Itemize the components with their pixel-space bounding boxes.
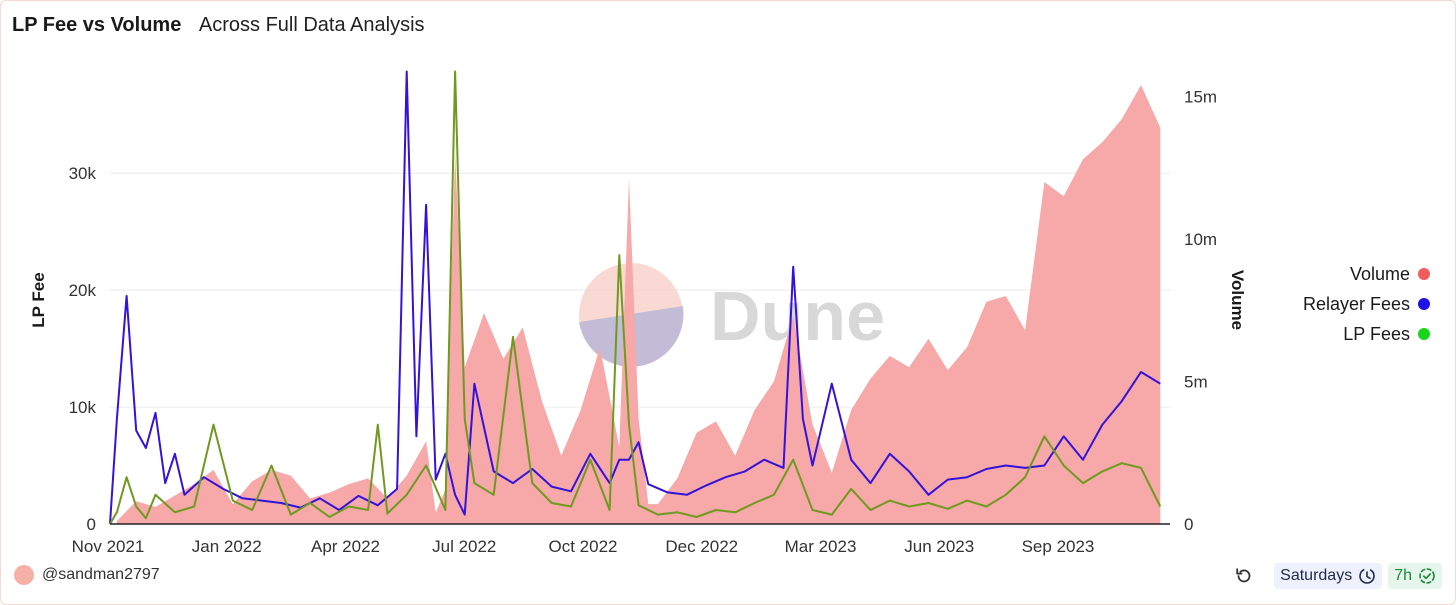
- x-tick-label: Mar 2023: [785, 537, 857, 556]
- x-tick-label: Jun 2023: [904, 537, 974, 556]
- chart-header: LP Fee vs Volume Across Full Data Analys…: [12, 14, 425, 37]
- author-name: @sandman2797: [42, 566, 160, 583]
- y-left-tick-label: 30k: [69, 164, 97, 183]
- x-tick-label: Oct 2022: [549, 537, 618, 556]
- legend-label-volume: Volume: [1349, 263, 1410, 284]
- y-left-axis-title: LP Fee: [29, 272, 48, 327]
- legend-item-lp-fees[interactable]: LP Fees: [1303, 319, 1430, 349]
- freshness-badge[interactable]: 7h: [1388, 563, 1442, 589]
- schedule-label: Saturdays: [1280, 567, 1353, 584]
- legend-swatch-lp-fees: [1418, 328, 1430, 340]
- legend-item-relayer-fees[interactable]: Relayer Fees: [1303, 289, 1430, 319]
- footer-controls: Saturdays 7h: [1234, 563, 1442, 589]
- y-left-tick-label: 0: [87, 515, 96, 534]
- x-tick-label: Jul 2022: [432, 537, 496, 556]
- legend-swatch-volume: [1418, 268, 1430, 280]
- check-badge-icon: [1419, 568, 1435, 584]
- refresh-icon[interactable]: [1234, 566, 1254, 586]
- author-link[interactable]: @sandman2797: [14, 565, 160, 585]
- y-left-tick-label: 10k: [69, 398, 97, 417]
- clock-icon: [1359, 568, 1376, 584]
- series-volume-area: [116, 85, 1161, 524]
- x-tick-label: Nov 2021: [72, 537, 145, 556]
- x-tick-label: Apr 2022: [311, 537, 380, 556]
- x-tick-label: Sep 2023: [1022, 537, 1095, 556]
- y-right-tick-label: 5m: [1184, 373, 1208, 392]
- y-right-tick-label: 15m: [1184, 88, 1217, 107]
- x-tick-label: Jan 2022: [192, 537, 262, 556]
- chart-subtitle: Across Full Data Analysis: [198, 14, 425, 36]
- series-relayer-fees-line: [109, 70, 1161, 525]
- avatar: [14, 565, 34, 585]
- legend-label-lp-fees: LP Fees: [1343, 323, 1410, 344]
- schedule-badge[interactable]: Saturdays: [1274, 563, 1383, 589]
- y-right-axis-title: Volume: [1228, 270, 1247, 330]
- series-lp-fees-line: [109, 70, 1162, 525]
- x-tick-label: Dec 2022: [665, 537, 738, 556]
- legend-label-relayer-fees: Relayer Fees: [1302, 293, 1410, 314]
- freshness-label: 7h: [1394, 567, 1412, 584]
- legend-swatch-relayer-fees: [1418, 298, 1430, 310]
- legend: Volume Relayer Fees LP Fees: [1303, 259, 1430, 349]
- legend-item-volume[interactable]: Volume: [1303, 259, 1430, 289]
- chart-title: LP Fee vs Volume: [12, 14, 182, 36]
- y-right-tick-label: 10m: [1184, 230, 1217, 249]
- y-left-tick-label: 20k: [69, 281, 97, 300]
- y-right-tick-label: 0: [1184, 515, 1193, 534]
